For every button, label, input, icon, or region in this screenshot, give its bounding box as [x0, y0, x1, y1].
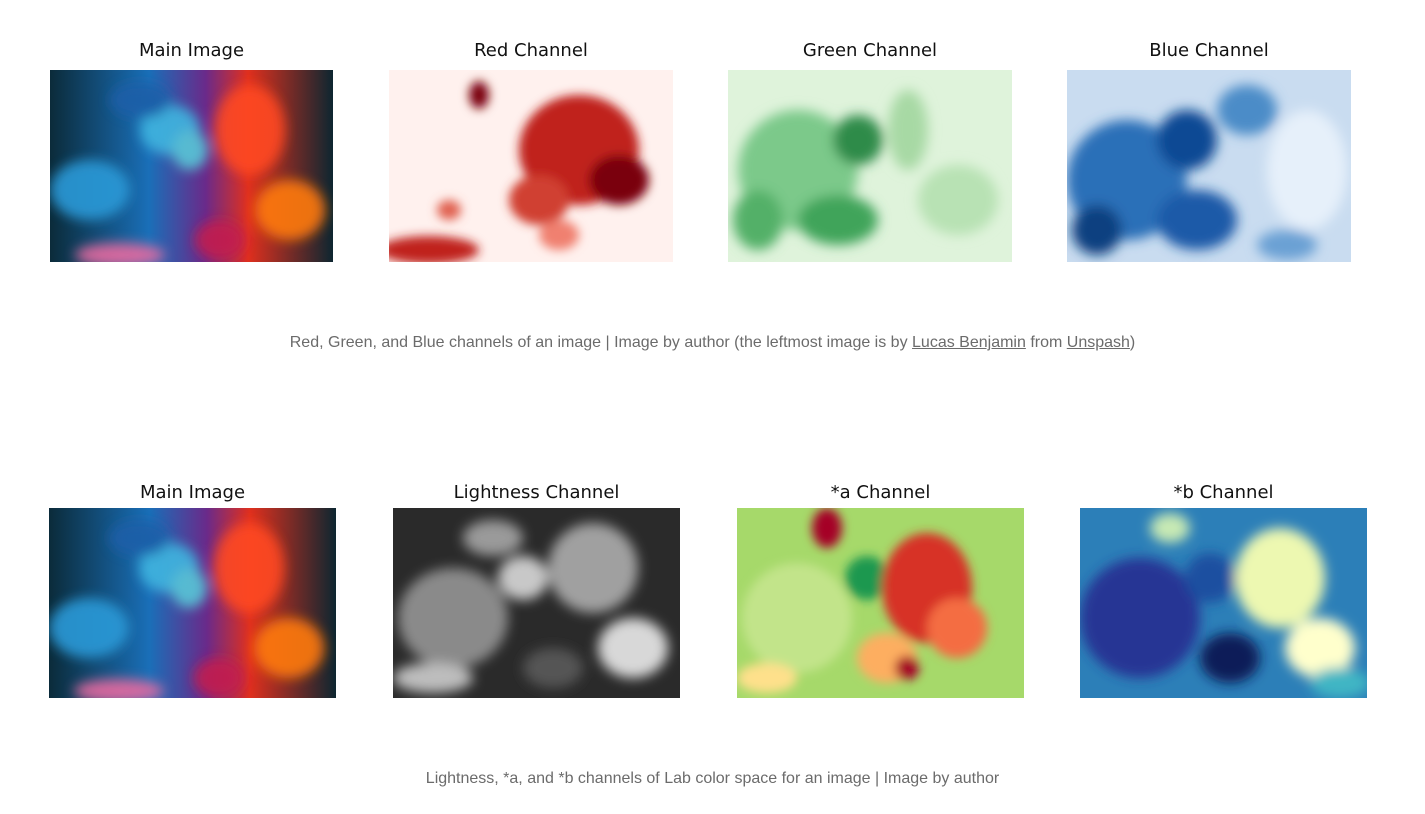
panel-title: Main Image — [138, 40, 245, 61]
panel-red-channel: Red Channel — [389, 40, 673, 262]
red-channel-image — [389, 70, 673, 262]
panel-title: Green Channel — [802, 40, 938, 61]
panel-title: *a Channel — [830, 482, 931, 503]
panel-title: *b Channel — [1173, 482, 1274, 503]
unsplash-link[interactable]: Unspash — [1066, 334, 1130, 351]
panel-title: Blue Channel — [1149, 40, 1269, 61]
blue-channel-image — [1067, 70, 1351, 262]
panel-title: Lightness Channel — [453, 482, 620, 503]
panel-lightness-channel: Lightness Channel — [393, 478, 680, 698]
panel-green-channel: Green Channel — [728, 40, 1012, 262]
rgb-channels-figure: Main Image — [0, 0, 1425, 380]
panel-main-image: Main Image — [49, 478, 336, 698]
caption-text: ) — [1129, 334, 1136, 351]
caption-text: from — [1025, 334, 1067, 351]
panel-a-channel: *a Channel — [737, 478, 1024, 698]
a-channel-image — [737, 508, 1024, 698]
lightness-channel-image — [393, 508, 680, 698]
panel-title: Main Image — [139, 482, 246, 503]
figure-caption: Lightness, *a, and *b channels of Lab co… — [425, 770, 1000, 787]
green-channel-image — [728, 70, 1012, 262]
panel-b-channel: *b Channel — [1080, 478, 1367, 698]
main-image — [50, 70, 333, 262]
lab-channels-figure: Main Image — [0, 470, 1425, 814]
main-image — [49, 508, 336, 698]
b-channel-image — [1080, 508, 1367, 698]
panel-blue-channel: Blue Channel — [1067, 40, 1351, 262]
panel-main-image: Main Image — [50, 40, 333, 262]
panel-title: Red Channel — [474, 40, 588, 61]
figure-caption: Red, Green, and Blue channels of an imag… — [0, 334, 1425, 352]
caption-text: Red, Green, and Blue channels of an imag… — [289, 334, 913, 351]
author-link[interactable]: Lucas Benjamin — [912, 334, 1026, 351]
